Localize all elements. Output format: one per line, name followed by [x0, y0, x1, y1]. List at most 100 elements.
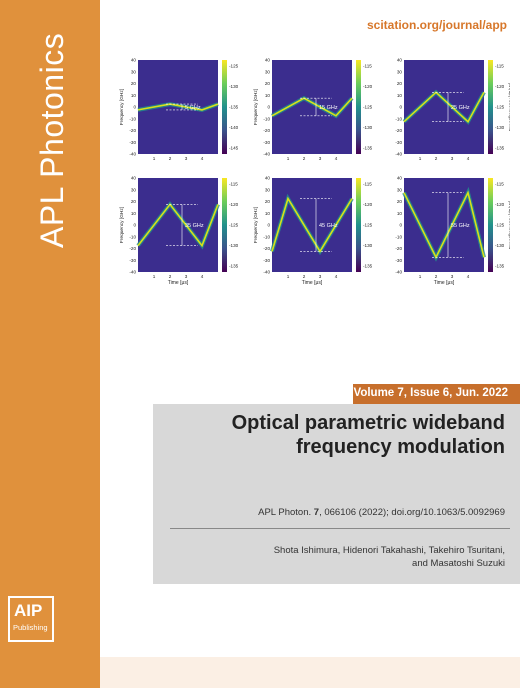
y-tick-label: -30: [395, 258, 402, 263]
y-tick-label: 0: [133, 105, 136, 110]
spectrogram-panel-5: 45 GHz 40 30 20 10 0 -10 -20 -30 -40 1 2 3 4 -115 -120 -…: [253, 176, 373, 286]
aip-logo-subtext: Publishing: [13, 623, 48, 632]
colorbar-tick-label: -125: [495, 105, 505, 110]
x-tick-label: 3: [451, 274, 454, 279]
spectrogram-panel-2: 15 GHz 40 30 20 10 0 -10 -20 -30 -40 1 2 3 4 -115 -120 -…: [253, 58, 373, 161]
aip-logo-text: AIP: [14, 601, 43, 620]
x-tick-label: 2: [169, 274, 172, 279]
citation-volume: 7: [313, 507, 320, 518]
y-tick-label: 30: [131, 69, 137, 74]
y-axis-label: Frequency [GHz]: [253, 89, 259, 125]
range-label: 25 GHz: [451, 105, 470, 111]
y-axis-label: Frequency [GHz]: [253, 207, 259, 243]
colorbar-tick-label: -125: [363, 223, 373, 228]
x-tick-label: 1: [153, 156, 156, 161]
plot-area: [272, 178, 352, 272]
frequency-trace: [137, 203, 219, 248]
y-tick-label: 10: [397, 93, 403, 98]
y-tick-label: 40: [265, 58, 271, 63]
article-citation[interactable]: APL Photon. 7, 066106 (2022); doi.org/10…: [258, 507, 505, 518]
y-tick-label: 10: [265, 93, 271, 98]
y-tick-label: 10: [265, 211, 271, 216]
colorbar-tick-label: -130: [363, 125, 373, 130]
colorbar-tick-label: -115: [495, 182, 504, 187]
y-tick-label: 0: [399, 105, 402, 110]
citation-doi: , 066106 (2022); doi.org/10.1063/5.00929…: [319, 507, 505, 518]
y-tick-label: -30: [129, 140, 136, 145]
plot-area: [404, 178, 484, 272]
plot-area: [404, 60, 484, 154]
y-tick-label: -40: [395, 152, 402, 157]
x-axis-label: Time [μs]: [302, 280, 323, 286]
y-tick-label: -40: [395, 270, 402, 275]
colorbar-tick-label: -120: [495, 202, 505, 207]
colorbar-tick-label: -130: [495, 125, 505, 130]
x-tick-label: 2: [435, 156, 438, 161]
x-tick-label: 3: [319, 274, 322, 279]
journal-spine: [0, 0, 100, 688]
article-title[interactable]: Optical parametric wideband frequency mo…: [231, 412, 505, 458]
y-tick-label: -30: [263, 258, 270, 263]
spectrogram-panel-4: 35 GHz 40 30 20 10 0 -10 -20 -30 -40 1 2 3 4 -115 -120 -…: [119, 176, 239, 286]
y-tick-label: 30: [265, 187, 271, 192]
y-tick-label: 10: [131, 93, 137, 98]
colorbar-tick-label: -130: [229, 84, 239, 89]
y-tick-label: 20: [265, 199, 271, 204]
colorbar: [488, 178, 493, 272]
colorbar-tick-label: -115: [363, 182, 372, 187]
y-tick-label: 20: [131, 199, 137, 204]
y-axis-label: Frequency [GHz]: [119, 89, 125, 125]
range-label: 15 GHz: [319, 105, 338, 111]
colorbar-tick-label: -120: [229, 202, 239, 207]
y-tick-label: -40: [263, 270, 270, 275]
article-authors: Shota Ishimura, Hidenori Takahashi, Take…: [205, 544, 505, 570]
y-tick-label: 20: [265, 81, 271, 86]
colorbar-tick-label: -125: [229, 223, 239, 228]
issue-label: Volume 7, Issue 6, Jun. 2022: [353, 387, 508, 399]
colorbar: [488, 60, 493, 154]
colorbar-tick-label: -135: [363, 264, 373, 269]
frequency-trace: [137, 103, 219, 111]
spectrogram-panel-6: 55 GHz 40 30 20 10 0 -10 -20 -30 -40 1 2 3 4 -115 -120 -…: [395, 176, 510, 286]
issue-bar: Volume 7, Issue 6, Jun. 2022: [353, 384, 520, 404]
x-tick-label: 2: [435, 274, 438, 279]
range-label: 35 GHz: [185, 223, 204, 229]
y-tick-label: 40: [131, 58, 137, 63]
colorbar-tick-label: -125: [363, 105, 373, 110]
colorbar-label: Power/frequency [dB/Hz]: [508, 201, 510, 250]
x-axis-label: Time [μs]: [168, 280, 189, 286]
y-tick-label: 40: [397, 58, 403, 63]
colorbar-label: Power/frequency [dB/Hz]: [508, 83, 510, 132]
y-tick-label: 40: [397, 176, 403, 181]
y-tick-label: 20: [397, 81, 403, 86]
y-tick-label: -40: [129, 152, 136, 157]
frequency-trace: [271, 97, 353, 117]
y-tick-label: -20: [395, 128, 402, 133]
y-tick-label: -40: [129, 270, 136, 275]
x-tick-label: 2: [303, 274, 306, 279]
y-tick-label: 30: [265, 69, 271, 74]
y-tick-label: -10: [129, 234, 136, 239]
y-tick-label: -20: [129, 246, 136, 251]
colorbar: [356, 178, 361, 272]
y-tick-label: 40: [131, 176, 137, 181]
colorbar-tick-label: -135: [495, 146, 505, 151]
x-tick-label: 1: [153, 274, 156, 279]
y-tick-label: 10: [131, 211, 137, 216]
plot-area: [138, 178, 218, 272]
range-label: 5 GHz: [185, 105, 201, 111]
colorbar-tick-label: -130: [495, 243, 505, 248]
range-label: 45 GHz: [319, 223, 338, 229]
colorbar-tick-label: -135: [363, 146, 373, 151]
aip-publishing-logo[interactable]: AIP Publishing: [8, 596, 54, 642]
x-axis-label: Time [μs]: [434, 280, 455, 286]
colorbar-tick-label: -130: [229, 243, 239, 248]
journal-url[interactable]: scitation.org/journal/app: [366, 18, 507, 32]
x-tick-label: 3: [185, 156, 188, 161]
x-tick-label: 3: [319, 156, 322, 161]
x-tick-label: 3: [451, 156, 454, 161]
authors-line-1: Shota Ishimura, Hidenori Takahashi, Take…: [273, 545, 505, 556]
x-tick-label: 4: [335, 156, 338, 161]
frequency-trace: [271, 196, 353, 253]
